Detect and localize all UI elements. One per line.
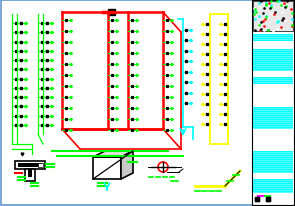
Bar bbox=[253, 2, 293, 32]
Bar bbox=[18, 163, 42, 167]
Bar bbox=[15, 161, 45, 169]
Bar bbox=[38, 163, 43, 167]
Bar bbox=[253, 179, 293, 193]
Bar bbox=[253, 78, 293, 85]
Bar bbox=[253, 35, 293, 42]
Bar bbox=[252, 1, 294, 205]
Bar bbox=[253, 151, 293, 173]
Circle shape bbox=[158, 162, 168, 172]
Polygon shape bbox=[121, 151, 133, 179]
Bar bbox=[93, 157, 121, 179]
Polygon shape bbox=[93, 151, 133, 157]
Bar bbox=[108, 10, 115, 16]
Bar bbox=[25, 169, 35, 181]
Bar bbox=[253, 50, 293, 72]
Bar bbox=[28, 169, 32, 177]
Bar bbox=[253, 108, 293, 129]
